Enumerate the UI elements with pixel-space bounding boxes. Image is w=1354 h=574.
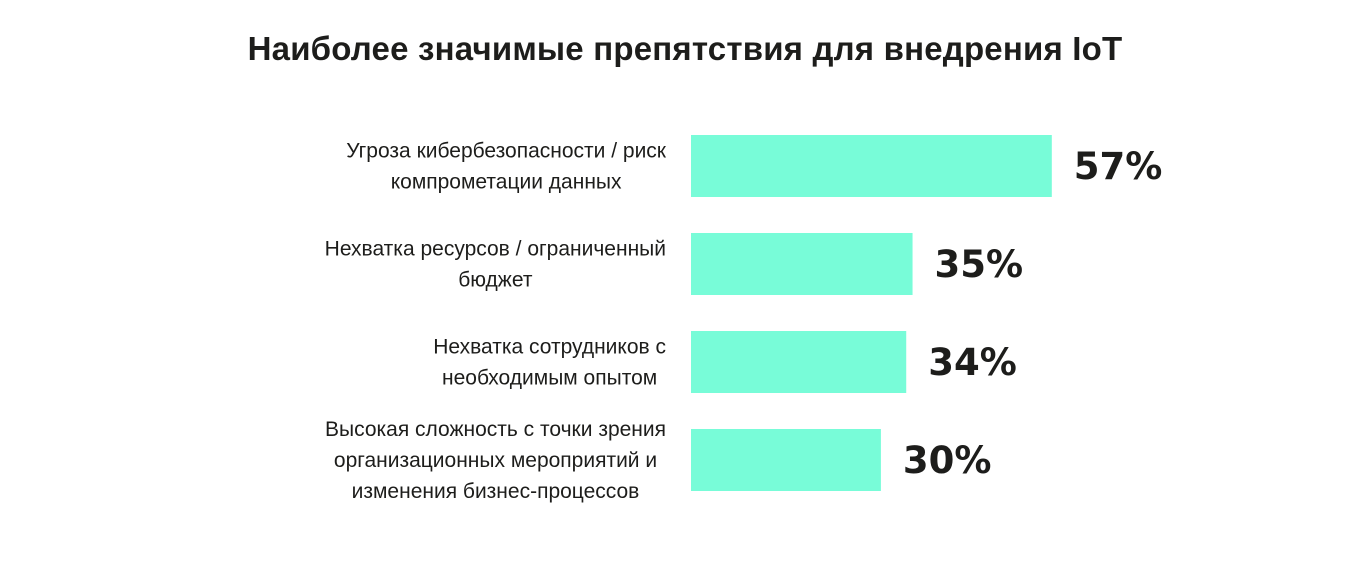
bar-3: [691, 331, 907, 393]
category-label-2: Нехватка ресурсов / ограниченный бюджет: [325, 238, 666, 292]
bar-1: [691, 135, 1052, 197]
category-label-line: необходимым опытом: [442, 367, 657, 390]
category-label-3: Нехватка сотрудников с необходимым опытом: [433, 336, 666, 390]
bars-group: 57% Угроза кибербезопасности / риск компро…: [325, 135, 1163, 503]
category-label-line: Высокая сложность с точки зрения: [325, 418, 666, 441]
category-label-4: Высокая сложность с точки зрения организа…: [325, 418, 666, 503]
category-label-line: компрометации данных: [391, 171, 622, 194]
value-label-3: 34%: [928, 341, 1017, 384]
category-label-line: изменения бизнес-процессов: [352, 480, 640, 503]
chart-title: Наиболее значимые препятствия для внедре…: [247, 30, 1123, 67]
bar-4: [691, 429, 881, 491]
category-label-line: организационных мероприятий и: [334, 449, 657, 472]
category-label-line: Нехватка сотрудников с: [433, 336, 666, 359]
category-label-1: Угроза кибербезопасности / риск компромет…: [346, 140, 667, 194]
category-label-line: Угроза кибербезопасности / риск: [346, 140, 667, 163]
bar-2: [691, 233, 913, 295]
value-label-1: 57%: [1074, 145, 1163, 188]
value-label-2: 35%: [935, 243, 1024, 286]
category-label-line: Нехватка ресурсов / ограниченный: [325, 238, 666, 261]
value-label-4: 30%: [903, 439, 992, 482]
category-label-line: бюджет: [458, 269, 533, 292]
